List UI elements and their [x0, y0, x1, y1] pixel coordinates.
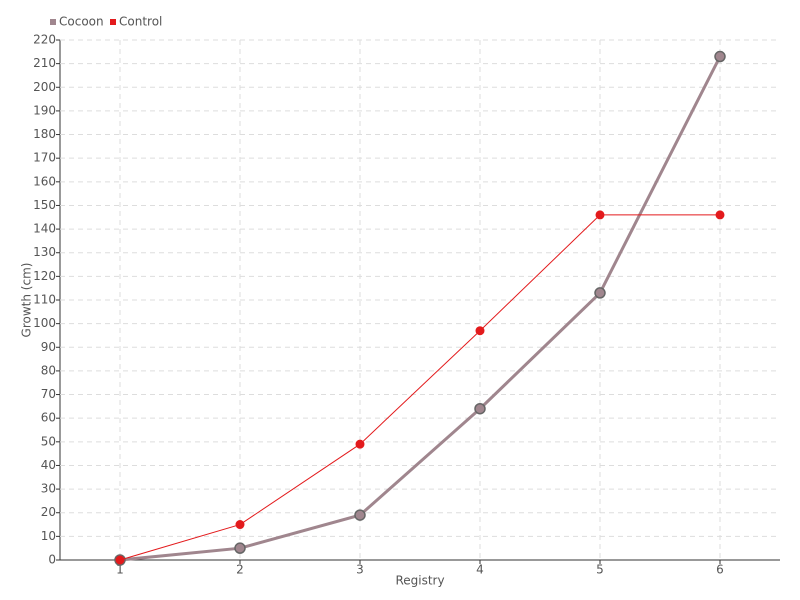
y-tick-label: 90: [41, 340, 56, 354]
y-tick-label: 30: [41, 482, 56, 496]
data-point: [115, 555, 125, 565]
y-tick-label: 0: [48, 553, 56, 567]
x-tick-label: 5: [596, 563, 604, 577]
y-tick-label: 60: [41, 411, 56, 425]
data-point: [474, 402, 486, 415]
data-point: [354, 509, 366, 521]
legend-label: Control: [119, 15, 162, 29]
y-tick-label: 100: [33, 316, 56, 330]
y-tick-label: 10: [41, 529, 56, 543]
x-tick-label: 2: [236, 563, 244, 577]
y-tick-label: 50: [41, 434, 56, 448]
data-point: [355, 439, 365, 449]
y-tick-label: 220: [33, 33, 56, 47]
y-tick-label: 80: [41, 363, 56, 377]
x-tick-label: 4: [476, 563, 484, 577]
y-axis-label: Growth (cm): [20, 263, 34, 338]
x-tick-label: 3: [356, 563, 364, 577]
series-line: [119, 214, 720, 561]
series-line: [119, 55, 722, 562]
x-axis-label: Registry: [395, 574, 444, 588]
y-tick-label: 110: [33, 293, 56, 307]
y-tick-label: 170: [33, 151, 56, 165]
y-tick-label: 140: [33, 222, 56, 236]
y-tick-label: 190: [33, 103, 56, 117]
legend-swatch: [50, 19, 56, 25]
y-tick-label: 70: [41, 387, 56, 401]
legend-label: Cocoon: [59, 15, 104, 29]
y-tick-label: 180: [33, 127, 56, 141]
y-tick-label: 150: [33, 198, 56, 212]
y-tick-label: 20: [41, 505, 56, 519]
y-tick-label: 160: [33, 174, 56, 188]
data-point: [595, 210, 605, 220]
legend-swatch: [110, 19, 116, 25]
y-tick-label: 40: [41, 458, 56, 472]
y-tick-label: 130: [33, 245, 56, 259]
data-point: [594, 287, 606, 299]
y-tick-label: 120: [33, 269, 56, 283]
x-tick-label: 6: [716, 563, 724, 577]
data-point: [235, 520, 245, 530]
data-point: [475, 326, 485, 336]
y-tick-label: 200: [33, 80, 56, 94]
data-point: [714, 50, 726, 63]
data-point: [234, 542, 246, 554]
data-point: [715, 210, 725, 220]
x-tick-label: 1: [116, 563, 124, 577]
y-tick-label: 210: [33, 56, 56, 70]
